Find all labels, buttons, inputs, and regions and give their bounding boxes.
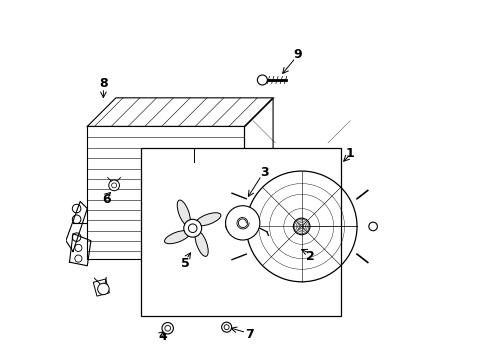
Text: 6: 6 — [102, 193, 111, 206]
Circle shape — [164, 325, 170, 331]
Text: 8: 8 — [99, 77, 107, 90]
Circle shape — [183, 219, 201, 237]
Text: 2: 2 — [305, 250, 314, 263]
Text: 9: 9 — [293, 49, 302, 62]
Circle shape — [257, 75, 267, 85]
Bar — [93, 279, 109, 296]
Ellipse shape — [164, 231, 189, 244]
Text: 4: 4 — [158, 330, 167, 343]
Text: 1: 1 — [345, 147, 353, 160]
Text: 7: 7 — [245, 328, 254, 341]
Circle shape — [98, 283, 109, 295]
Bar — [141, 148, 340, 316]
Circle shape — [188, 224, 197, 233]
Circle shape — [111, 183, 116, 188]
Ellipse shape — [195, 213, 221, 226]
Circle shape — [224, 325, 229, 330]
Text: 5: 5 — [181, 257, 189, 270]
Ellipse shape — [177, 200, 190, 225]
Circle shape — [225, 206, 259, 240]
Circle shape — [221, 322, 231, 332]
Ellipse shape — [195, 231, 208, 256]
Circle shape — [108, 180, 119, 191]
Text: 3: 3 — [259, 166, 268, 179]
Circle shape — [162, 323, 173, 334]
